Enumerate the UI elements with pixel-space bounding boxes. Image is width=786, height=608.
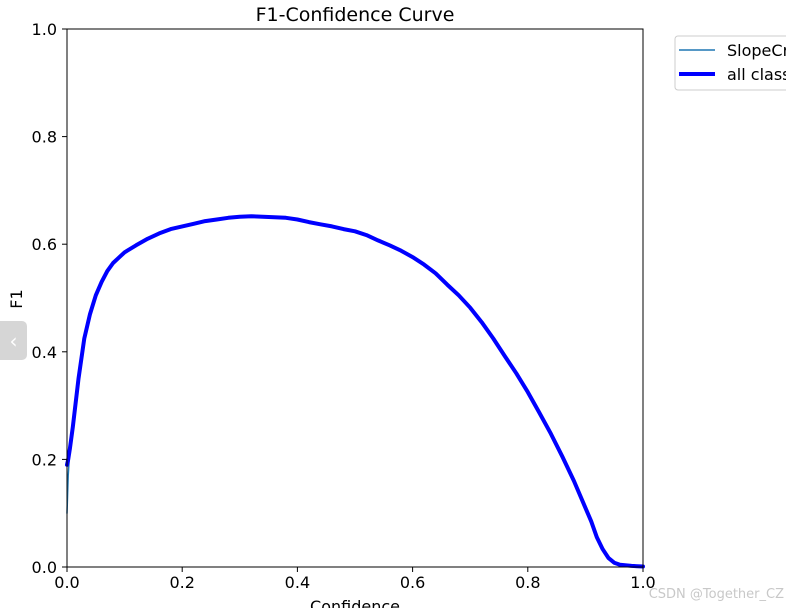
x-tick-label: 0.0 xyxy=(54,573,79,592)
x-tick-label: 0.2 xyxy=(169,573,194,592)
x-tick-label: 0.6 xyxy=(400,573,425,592)
x-tick-label: 0.4 xyxy=(285,573,310,592)
plot-area xyxy=(65,214,645,569)
y-axis-label: F1 xyxy=(7,289,26,308)
legend-label-series-1: SlopeCr xyxy=(727,41,786,60)
y-tick-label: 0.2 xyxy=(32,450,57,469)
side-collapse-tab[interactable]: ‹ xyxy=(0,321,27,360)
legend-label-series-2: all class xyxy=(727,65,786,84)
axes-border xyxy=(66,28,644,568)
chart-title: F1-Confidence Curve xyxy=(256,4,455,26)
y-tick-label: 0.8 xyxy=(32,128,57,147)
watermark: CSDN @Together_CZ xyxy=(648,587,784,602)
y-tick-label: 0.4 xyxy=(32,343,57,362)
x-tick-label: 1.0 xyxy=(630,573,655,592)
y-tick-label: 0.6 xyxy=(32,235,57,254)
chevron-left-icon: ‹ xyxy=(9,328,18,353)
axes-frame: 0.0 0.2 0.4 0.6 0.8 1.0 0.0 0.2 0.4 0.6 0.8 1.0 xyxy=(32,20,656,592)
legend: SlopeCr all class xyxy=(674,35,786,91)
series-line-2 xyxy=(65,214,645,569)
x-tick-label: 0.8 xyxy=(515,573,540,592)
y-tick-label: 0.0 xyxy=(32,558,57,577)
x-axis-label: Confidence xyxy=(310,597,400,608)
y-tick-label: 1.0 xyxy=(32,20,57,39)
